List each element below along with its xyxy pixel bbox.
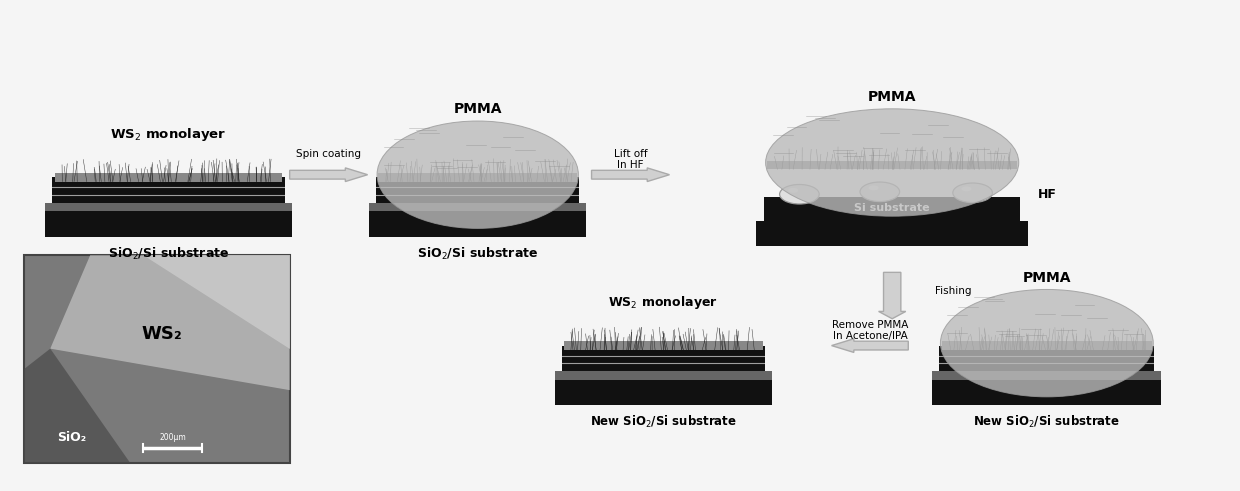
- Text: SiO$_2$/Si substrate: SiO$_2$/Si substrate: [108, 246, 229, 262]
- Ellipse shape: [377, 121, 578, 228]
- FancyBboxPatch shape: [55, 173, 283, 182]
- Text: PMMA: PMMA: [868, 90, 916, 104]
- Polygon shape: [51, 255, 290, 390]
- Ellipse shape: [861, 182, 899, 202]
- Ellipse shape: [869, 186, 879, 191]
- Text: HF: HF: [1038, 188, 1056, 201]
- Text: PMMA: PMMA: [1023, 271, 1071, 285]
- Text: WS₂: WS₂: [141, 325, 182, 343]
- Ellipse shape: [765, 109, 1019, 216]
- Text: New SiO$_2$/Si substrate: New SiO$_2$/Si substrate: [590, 414, 737, 430]
- FancyBboxPatch shape: [932, 380, 1162, 405]
- FancyBboxPatch shape: [376, 177, 579, 202]
- FancyBboxPatch shape: [939, 346, 1154, 371]
- Text: PMMA: PMMA: [454, 102, 502, 116]
- Text: 200μm: 200μm: [159, 433, 186, 442]
- Ellipse shape: [952, 183, 992, 202]
- Text: In HF: In HF: [618, 160, 644, 170]
- FancyArrow shape: [832, 339, 908, 353]
- FancyBboxPatch shape: [562, 346, 765, 371]
- FancyBboxPatch shape: [370, 211, 587, 237]
- Polygon shape: [144, 255, 290, 349]
- FancyBboxPatch shape: [756, 221, 1028, 246]
- FancyArrow shape: [290, 168, 367, 182]
- Text: Spin coating: Spin coating: [296, 149, 361, 159]
- Text: SiO$_2$/Si substrate: SiO$_2$/Si substrate: [417, 246, 538, 262]
- FancyArrow shape: [879, 273, 905, 319]
- FancyBboxPatch shape: [52, 177, 285, 202]
- Text: In Acetone/IPA: In Acetone/IPA: [832, 331, 908, 341]
- FancyBboxPatch shape: [764, 197, 1021, 221]
- Ellipse shape: [961, 187, 971, 191]
- Polygon shape: [24, 349, 130, 463]
- Text: WS$_2$ monolayer: WS$_2$ monolayer: [110, 126, 227, 143]
- Text: Si substrate: Si substrate: [854, 203, 930, 213]
- FancyBboxPatch shape: [556, 371, 771, 380]
- Ellipse shape: [940, 289, 1153, 397]
- Ellipse shape: [780, 185, 820, 204]
- FancyBboxPatch shape: [768, 161, 1017, 169]
- Ellipse shape: [789, 188, 799, 193]
- FancyBboxPatch shape: [941, 341, 1152, 350]
- FancyBboxPatch shape: [45, 211, 293, 237]
- Text: Lift off: Lift off: [614, 149, 647, 159]
- FancyArrow shape: [591, 168, 670, 182]
- FancyBboxPatch shape: [24, 255, 290, 463]
- FancyBboxPatch shape: [370, 202, 587, 211]
- FancyBboxPatch shape: [378, 173, 578, 182]
- Text: SiO₂: SiO₂: [57, 432, 86, 444]
- Text: Fishing: Fishing: [935, 286, 972, 296]
- Text: New SiO$_2$/Si substrate: New SiO$_2$/Si substrate: [973, 414, 1120, 430]
- FancyBboxPatch shape: [45, 202, 293, 211]
- FancyBboxPatch shape: [564, 341, 763, 350]
- FancyBboxPatch shape: [932, 371, 1162, 380]
- Text: Remove PMMA: Remove PMMA: [832, 320, 908, 330]
- FancyBboxPatch shape: [556, 380, 771, 405]
- Text: WS$_2$ monolayer: WS$_2$ monolayer: [609, 295, 718, 311]
